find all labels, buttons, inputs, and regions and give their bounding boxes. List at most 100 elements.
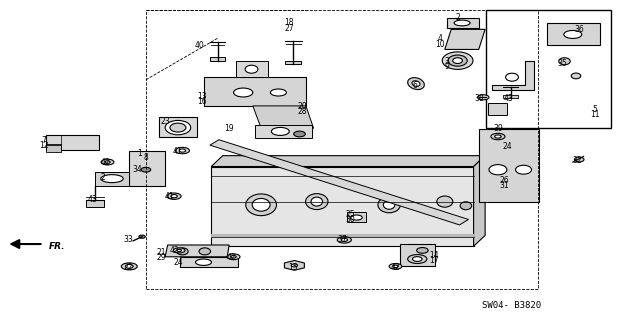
Text: 25: 25 (346, 210, 356, 219)
Text: 29: 29 (156, 253, 166, 262)
Polygon shape (284, 261, 305, 270)
Ellipse shape (495, 135, 501, 138)
Ellipse shape (179, 149, 186, 152)
Polygon shape (46, 145, 61, 152)
Text: 3: 3 (444, 57, 449, 66)
Polygon shape (211, 167, 474, 246)
Text: 12: 12 (39, 141, 48, 150)
Ellipse shape (453, 58, 463, 63)
Ellipse shape (378, 197, 401, 213)
Text: 33: 33 (123, 235, 133, 244)
Text: 35: 35 (557, 59, 567, 68)
Text: 38: 38 (474, 94, 484, 103)
Ellipse shape (408, 255, 427, 263)
Polygon shape (211, 234, 474, 238)
Text: 7: 7 (41, 137, 46, 145)
Text: 20: 20 (297, 102, 307, 111)
Text: 17: 17 (429, 256, 439, 265)
Ellipse shape (167, 193, 181, 199)
Polygon shape (210, 57, 225, 61)
Ellipse shape (231, 256, 236, 258)
Ellipse shape (199, 248, 211, 255)
Ellipse shape (516, 165, 531, 174)
Text: 13: 13 (196, 92, 207, 101)
Text: SW04- B3820: SW04- B3820 (482, 301, 541, 310)
Polygon shape (95, 172, 129, 186)
Text: 19: 19 (224, 124, 234, 133)
Polygon shape (210, 140, 468, 225)
Ellipse shape (311, 197, 323, 206)
Ellipse shape (491, 133, 505, 140)
Polygon shape (129, 151, 165, 186)
Ellipse shape (337, 237, 351, 243)
Polygon shape (474, 156, 485, 246)
Text: 6: 6 (412, 81, 417, 90)
Polygon shape (479, 129, 539, 202)
Ellipse shape (125, 264, 133, 268)
Ellipse shape (294, 131, 305, 137)
Ellipse shape (122, 263, 138, 270)
Polygon shape (180, 257, 238, 267)
Text: 34: 34 (132, 165, 143, 174)
Ellipse shape (506, 73, 518, 81)
Ellipse shape (245, 65, 258, 73)
Ellipse shape (170, 123, 186, 132)
Ellipse shape (412, 81, 420, 86)
Polygon shape (547, 23, 600, 45)
Text: 24: 24 (502, 142, 512, 151)
Ellipse shape (252, 198, 270, 211)
Ellipse shape (575, 157, 584, 162)
Polygon shape (236, 61, 268, 77)
Ellipse shape (105, 161, 110, 163)
Ellipse shape (351, 215, 362, 220)
Text: 42: 42 (227, 253, 237, 262)
Ellipse shape (173, 248, 185, 253)
Ellipse shape (177, 248, 188, 255)
Polygon shape (159, 117, 197, 137)
Polygon shape (204, 77, 306, 106)
Polygon shape (492, 61, 534, 90)
Polygon shape (46, 135, 99, 150)
Text: 16: 16 (196, 97, 207, 106)
Text: 22: 22 (124, 263, 132, 272)
Text: 43: 43 (88, 195, 98, 204)
Polygon shape (253, 106, 314, 128)
Ellipse shape (227, 254, 240, 260)
Ellipse shape (270, 89, 287, 96)
Text: 41: 41 (164, 192, 175, 201)
Ellipse shape (442, 52, 473, 69)
Polygon shape (347, 212, 366, 222)
Text: 8: 8 (143, 153, 148, 162)
Ellipse shape (246, 194, 276, 216)
Polygon shape (447, 18, 479, 28)
Ellipse shape (393, 265, 398, 268)
Ellipse shape (341, 238, 348, 241)
Text: 21: 21 (157, 248, 166, 257)
Ellipse shape (559, 58, 570, 65)
Text: 2: 2 (455, 13, 460, 22)
Ellipse shape (477, 95, 489, 100)
Ellipse shape (489, 165, 507, 175)
Ellipse shape (460, 202, 472, 210)
Text: 39: 39 (493, 124, 503, 133)
Text: 27: 27 (284, 24, 294, 33)
Ellipse shape (175, 147, 189, 154)
Ellipse shape (101, 159, 114, 165)
Text: 15: 15 (288, 263, 298, 272)
Text: 30: 30 (346, 215, 356, 224)
Bar (486, 10, 611, 128)
Text: 31: 31 (499, 181, 509, 189)
Polygon shape (86, 200, 104, 207)
Polygon shape (400, 244, 435, 266)
Ellipse shape (454, 20, 470, 26)
Ellipse shape (165, 120, 191, 135)
Text: 10: 10 (435, 40, 445, 48)
Ellipse shape (448, 55, 467, 66)
Ellipse shape (408, 78, 424, 90)
Text: 36: 36 (574, 25, 584, 34)
Ellipse shape (306, 194, 328, 210)
Polygon shape (255, 125, 312, 138)
Polygon shape (165, 245, 229, 257)
Ellipse shape (141, 167, 151, 172)
Text: 9: 9 (444, 62, 449, 71)
